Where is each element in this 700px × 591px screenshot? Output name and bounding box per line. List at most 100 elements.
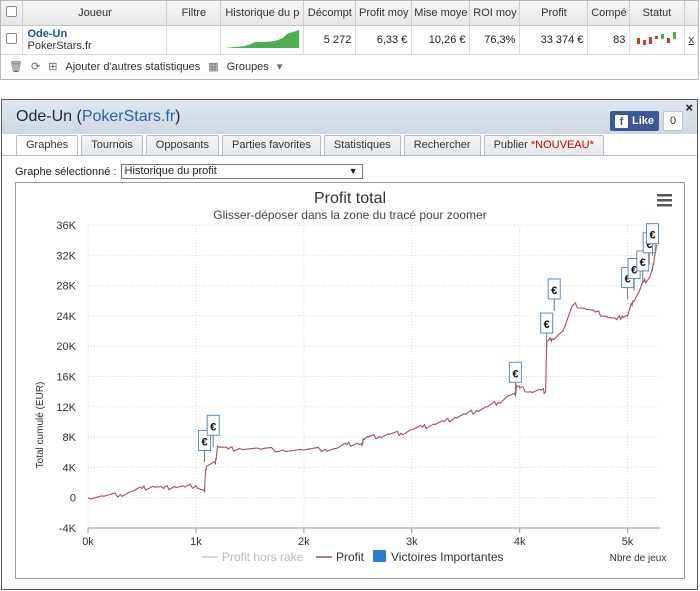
x-tick-label: 5k: [622, 536, 634, 548]
column-header-remove: [684, 1, 698, 26]
panel-tabs: Graphes Tournois Opposants Parties favor…: [16, 135, 604, 156]
column-header-filtre[interactable]: Filtre: [166, 1, 222, 26]
victory-flag-box: [645, 223, 659, 245]
chevron-down-icon[interactable]: ▾: [276, 61, 283, 73]
victory-flag[interactable]: €: [206, 414, 220, 448]
y-tick-label: 8K: [63, 432, 77, 444]
facebook-like: f Like 0: [610, 111, 684, 131]
victory-flag-label: €: [551, 285, 557, 297]
y-tick-label: 20K: [56, 341, 76, 353]
y-tick-label: 28K: [56, 281, 76, 293]
column-header-statut[interactable]: Statut: [629, 1, 685, 26]
legend-item-profit-hors-rake[interactable]: Profit hors rake: [202, 550, 304, 564]
graph-select-value: Historique du profit: [124, 165, 217, 177]
column-header-joueur[interactable]: Joueur: [22, 1, 168, 26]
select-all-checkbox[interactable]: [6, 5, 18, 17]
y-tick-label: 0: [70, 493, 76, 505]
status-bars: [637, 32, 677, 45]
panel-site-link[interactable]: PokerStars.fr: [81, 108, 176, 125]
graph-select-row: Graphe sélectionné : Historique du profi…: [15, 164, 363, 179]
victory-flag[interactable]: €: [540, 312, 554, 346]
y-tick-label: 36K: [56, 220, 76, 232]
column-header-historique[interactable]: Historique du p: [220, 1, 305, 26]
column-header-profit[interactable]: Profit: [519, 1, 589, 26]
victory-flag[interactable]: €: [645, 223, 659, 256]
victory-flag-label: €: [544, 319, 550, 331]
y-tick-label: 16K: [56, 372, 76, 384]
x-tick-label: 0k: [82, 536, 94, 548]
victory-flag-box: [540, 312, 554, 334]
player-stats-panel: Joueur Filtre Historique du p Décompt Pr…: [0, 0, 699, 80]
panel-header: Ode-Un (PokerStars.fr) × f Like 0: [2, 100, 697, 134]
y-tick-label: 32K: [56, 250, 76, 262]
chart-title: Profit total: [314, 190, 386, 207]
legend-item-victoires[interactable]: Victoires Importantes: [373, 550, 504, 564]
close-panel-button[interactable]: ×: [685, 100, 693, 115]
profit-chart-container[interactable]: Profit total Glisser-déposer dans la zon…: [15, 182, 685, 579]
y-tick-label: 12K: [56, 402, 76, 414]
tab-opposants[interactable]: Opposants: [145, 135, 219, 155]
legend-label: Victoires Importantes: [391, 550, 504, 564]
chart-y-axis-label: Total cumulé (EUR): [35, 382, 46, 469]
legend-swatch: [373, 550, 386, 562]
facebook-like-button[interactable]: f Like: [610, 111, 660, 131]
victory-flag-label: €: [210, 421, 216, 433]
chart-subtitle: Glisser-déposer dans la zone du tracé po…: [213, 208, 486, 222]
victory-flag-label: €: [201, 436, 207, 448]
facebook-like-count: 0: [663, 111, 684, 131]
status-cell: [629, 25, 685, 55]
column-header-decompte[interactable]: Décompt: [303, 1, 357, 26]
tab-publier[interactable]: Publier *NOUVEAU*: [483, 135, 604, 155]
add-stats-icon: ⊞: [48, 61, 58, 73]
victory-flag-box: [508, 361, 522, 383]
y-tick-label: 24K: [56, 311, 76, 323]
victory-flag-box: [547, 278, 561, 300]
victory-flag-label: €: [649, 230, 655, 242]
tabs-divider: [2, 155, 697, 156]
trash-icon[interactable]: 🗑: [9, 61, 23, 73]
player-stats-table: Joueur Filtre Historique du p Décompt Pr…: [1, 1, 698, 55]
new-badge: *NOUVEAU*: [530, 139, 594, 151]
sparkline-area: [225, 30, 300, 48]
column-header-mise-moy[interactable]: Mise moye: [411, 1, 471, 26]
tab-parties-favorites[interactable]: Parties favorites: [221, 135, 321, 155]
add-stats-button[interactable]: Ajouter d'autres statistiques: [65, 60, 201, 73]
tab-statistiques[interactable]: Statistiques: [323, 135, 401, 155]
profit-sparkline: [225, 30, 300, 48]
tab-publier-label: Publier: [493, 139, 528, 151]
filter-cell[interactable]: [166, 25, 222, 55]
row-checkbox[interactable]: [6, 32, 18, 44]
chart-x-axis-label: Nbre de jeux: [610, 553, 667, 564]
chart-y-ticks: -4K 0 4K 8K 12K 16K 20K 24K 28K 32K 36K: [56, 220, 76, 535]
x-tick-label: 1k: [190, 536, 202, 548]
refresh-icon[interactable]: ⟳: [30, 61, 41, 73]
player-name-link[interactable]: Ode-Un: [27, 27, 68, 40]
remove-row-button[interactable]: x: [688, 33, 695, 46]
profit-chart[interactable]: Profit total Glisser-déposer dans la zon…: [16, 183, 684, 578]
victory-flag-label: €: [512, 368, 518, 380]
legend-item-profit[interactable]: Profit: [316, 550, 365, 564]
tab-tournois[interactable]: Tournois: [81, 135, 143, 155]
victory-flag[interactable]: €: [547, 278, 561, 311]
profit-cell: 33 374 €: [519, 25, 589, 55]
facebook-icon: f: [615, 114, 628, 128]
chart-legend[interactable]: Profit hors rake Profit Victoires Importan…: [202, 550, 504, 564]
facebook-like-label: Like: [632, 115, 655, 127]
table-row[interactable]: Ode-Un PokerStars.fr 5 272 6,33 € 10,26 …: [1, 25, 698, 55]
roi-moy-cell: 76,3%: [469, 25, 521, 55]
column-header-competitions[interactable]: Compé: [587, 1, 631, 26]
victory-flag-box: [206, 414, 220, 436]
chart-grid: [87, 224, 660, 529]
table-toolbar: 🗑 ⟳ ⊞ Ajouter d'autres statistiques ▦ Gr…: [1, 55, 698, 79]
tab-graphes[interactable]: Graphes: [16, 135, 79, 156]
column-header-profit-moy[interactable]: Profit moy: [355, 1, 413, 26]
groups-icon: ▦: [208, 61, 219, 73]
chevron-down-icon: ▼: [348, 166, 358, 176]
menu-icon[interactable]: [657, 194, 672, 207]
graph-select[interactable]: Historique du profit ▼: [120, 164, 363, 179]
groups-button[interactable]: Groupes: [226, 60, 269, 73]
column-header-roi-moy[interactable]: ROI moy: [469, 1, 521, 26]
tab-rechercher[interactable]: Rechercher: [403, 135, 481, 155]
victory-flag[interactable]: €: [508, 361, 522, 395]
remove-cell: x: [684, 25, 698, 55]
